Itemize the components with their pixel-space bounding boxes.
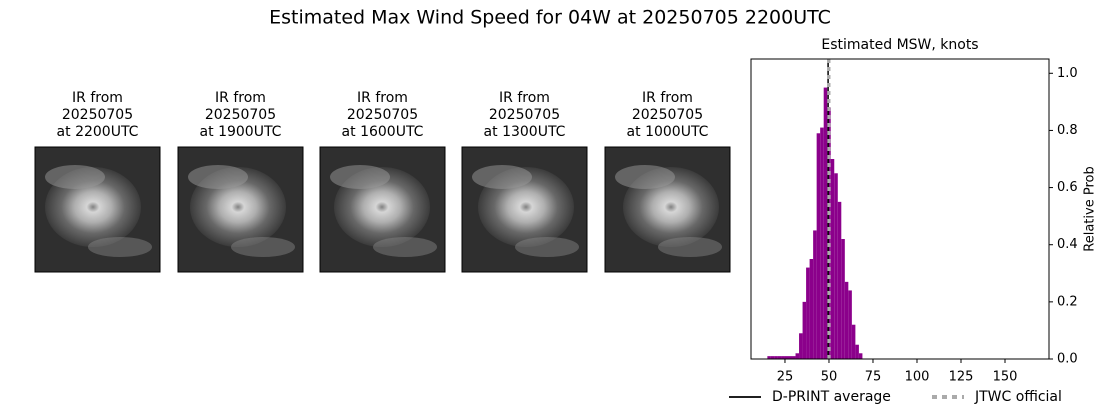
figure-title: Estimated Max Wind Speed for 04W at 2025… bbox=[269, 7, 831, 29]
bar bbox=[837, 201, 842, 359]
legend-label: D-PRINT average bbox=[772, 389, 891, 405]
bar bbox=[788, 356, 793, 359]
image-label: IR from bbox=[642, 90, 693, 106]
plot-frame bbox=[750, 58, 1050, 360]
cloud-band bbox=[515, 237, 579, 257]
bar bbox=[809, 259, 814, 359]
bar bbox=[777, 356, 782, 359]
satellite-image bbox=[461, 146, 588, 273]
image-label: 20250705 bbox=[62, 107, 133, 123]
cloud-band bbox=[615, 165, 675, 189]
satellite-image bbox=[177, 146, 304, 273]
cloud-band bbox=[330, 165, 390, 189]
chart-title: Estimated MSW, knots bbox=[821, 37, 978, 53]
bar bbox=[848, 290, 852, 359]
cloud-band bbox=[45, 165, 105, 189]
image-label: at 1300UTC bbox=[484, 124, 566, 140]
x-tick-label: 125 bbox=[949, 370, 974, 385]
image-label: 20250705 bbox=[632, 107, 703, 123]
bar bbox=[802, 301, 807, 359]
y-tick-label: 0.4 bbox=[1057, 237, 1078, 252]
x-tick-label: 50 bbox=[821, 370, 838, 385]
bar bbox=[841, 239, 845, 359]
cloud-band bbox=[472, 165, 532, 189]
bar bbox=[823, 87, 828, 360]
bar bbox=[767, 356, 771, 359]
bar bbox=[781, 356, 785, 359]
bar bbox=[770, 356, 775, 359]
bar bbox=[813, 230, 817, 359]
bar bbox=[851, 324, 856, 359]
bar bbox=[799, 333, 803, 359]
image-label: at 2200UTC bbox=[57, 124, 139, 140]
bar bbox=[795, 353, 800, 359]
cloud-band bbox=[188, 165, 248, 189]
image-label: IR from bbox=[499, 90, 550, 106]
bar bbox=[830, 159, 835, 359]
x-tick-label: 100 bbox=[905, 370, 930, 385]
bar bbox=[784, 356, 789, 359]
bar bbox=[834, 173, 838, 359]
bar bbox=[820, 127, 824, 359]
bar bbox=[844, 281, 849, 359]
legend-label: JTWC official bbox=[974, 389, 1062, 405]
bar bbox=[855, 344, 859, 359]
y-axis-label: Relative Prob bbox=[1083, 166, 1098, 251]
y-tick-label: 1.0 bbox=[1057, 66, 1078, 81]
cloud-band bbox=[658, 237, 722, 257]
satellite-image bbox=[319, 146, 446, 273]
x-tick-label: 25 bbox=[777, 370, 794, 385]
cloud-band bbox=[231, 237, 295, 257]
image-label: IR from bbox=[72, 90, 123, 106]
bar bbox=[816, 133, 821, 359]
x-tick-label: 75 bbox=[865, 370, 882, 385]
bar bbox=[806, 267, 810, 359]
bar bbox=[858, 353, 863, 359]
cloud-band bbox=[88, 237, 152, 257]
y-tick-label: 0.8 bbox=[1057, 123, 1078, 138]
y-tick-label: 0.2 bbox=[1057, 294, 1078, 309]
satellite-image bbox=[604, 146, 731, 273]
image-label: 20250705 bbox=[347, 107, 418, 123]
image-label: at 1000UTC bbox=[627, 124, 709, 140]
x-tick-label: 150 bbox=[993, 370, 1018, 385]
image-label: IR from bbox=[357, 90, 408, 106]
y-tick-label: 0.6 bbox=[1057, 180, 1078, 195]
image-label: 20250705 bbox=[205, 107, 276, 123]
y-tick-label: 0.0 bbox=[1057, 352, 1078, 367]
bar bbox=[827, 107, 831, 359]
image-label: 20250705 bbox=[489, 107, 560, 123]
image-label: at 1600UTC bbox=[342, 124, 424, 140]
cloud-band bbox=[373, 237, 437, 257]
image-label: IR from bbox=[215, 90, 266, 106]
satellite-image bbox=[34, 146, 161, 273]
bar bbox=[792, 356, 796, 359]
bar bbox=[774, 356, 778, 359]
image-label: at 1900UTC bbox=[200, 124, 282, 140]
